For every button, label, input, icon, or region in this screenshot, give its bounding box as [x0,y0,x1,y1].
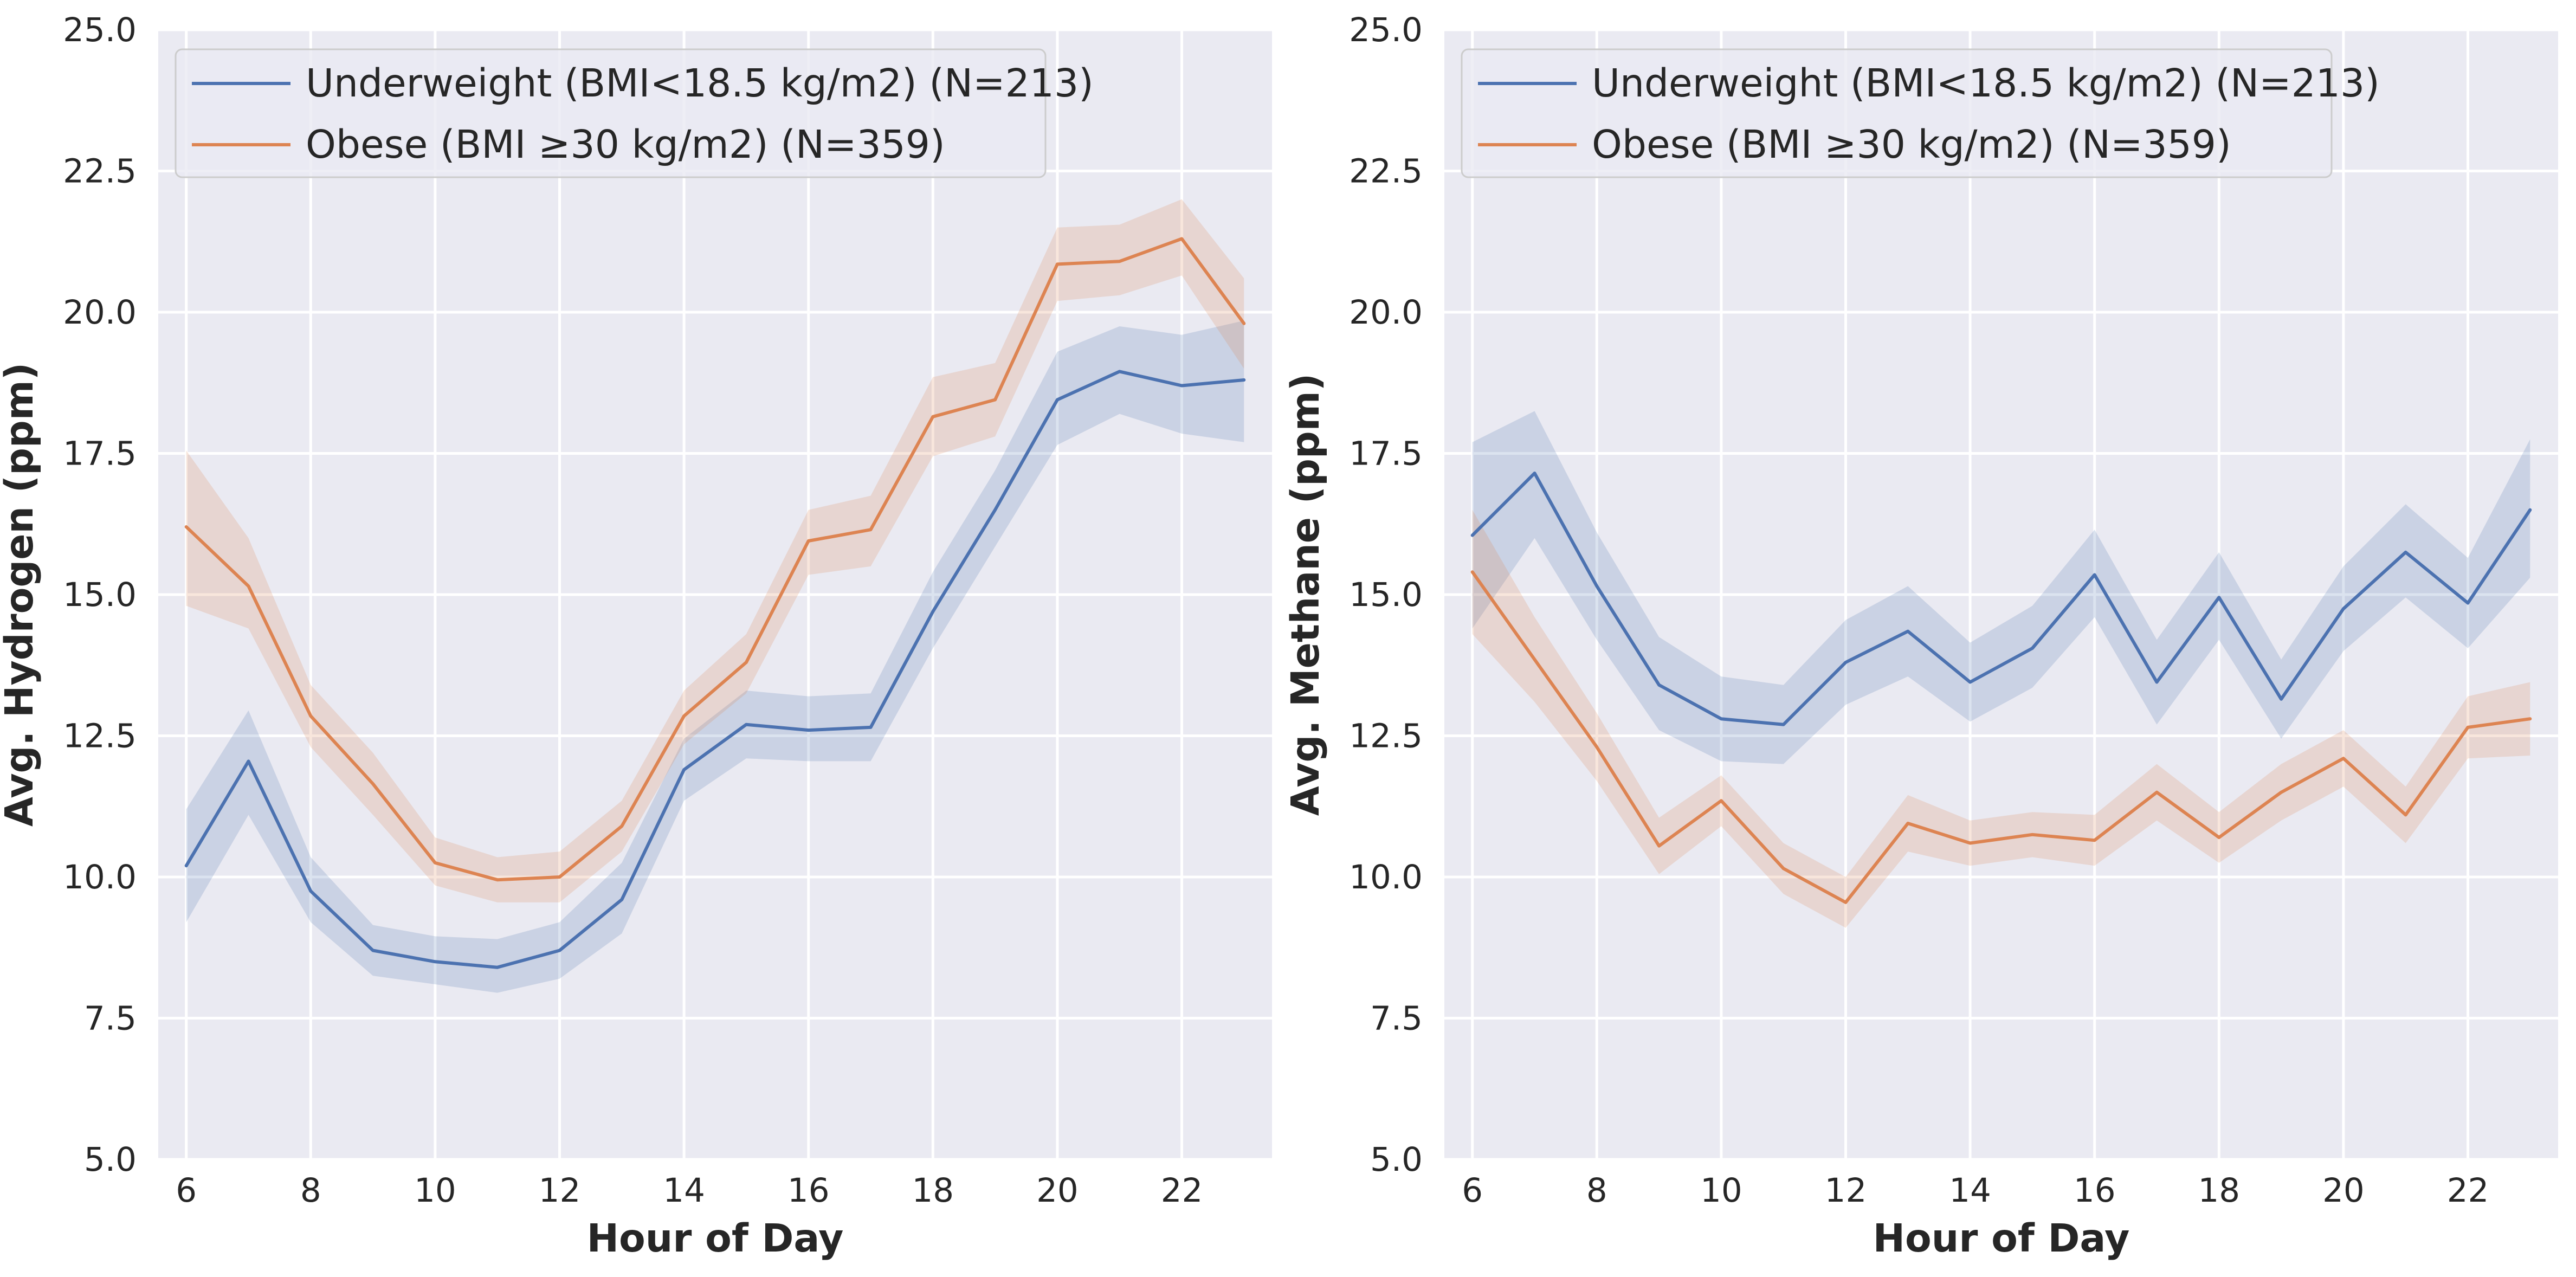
y-tick-label: 12.5 [63,717,137,756]
x-tick-label: 8 [300,1171,321,1210]
x-tick-label: 20 [2322,1171,2365,1210]
x-tick-label: 18 [2198,1171,2241,1210]
y-tick-label: 10.0 [1349,858,1423,897]
y-tick-label: 5.0 [84,1140,137,1179]
x-tick-label: 16 [2074,1171,2116,1210]
y-tick-label: 17.5 [1349,435,1423,473]
confidence-band-series-1 [1472,509,2530,928]
legend-frame [1461,48,2333,178]
legend-label-1: Obese (BMI ≥30 kg/m2) (N=359) [1592,122,2231,167]
confidence-band-series-1 [186,199,1244,902]
x-axis-label: Hour of Day [1873,1216,2130,1261]
legend: Underweight (BMI<18.5 kg/m2) (N=213) Obes… [175,48,1094,178]
y-tick-label: 15.0 [63,576,137,614]
legend-label-1: Obese (BMI ≥30 kg/m2) (N=359) [306,122,945,167]
x-tick-label: 10 [1700,1171,1742,1210]
x-tick-label: 12 [1825,1171,1867,1210]
y-tick-label: 7.5 [84,999,137,1038]
x-tick-label: 16 [787,1171,830,1210]
x-tick-label: 8 [1586,1171,1607,1210]
y-tick-label: 25.0 [1349,11,1423,49]
x-tick-label: 22 [2447,1171,2489,1210]
series-line-1 [184,237,1246,882]
y-axis-label: Avg. Hydrogen (ppm) [0,363,42,827]
y-tick-label: 20.0 [1349,293,1423,332]
legend-label-0: Underweight (BMI<18.5 kg/m2) (N=213) [306,61,1094,106]
x-tick-label: 6 [1462,1171,1483,1210]
methane-chart: 6 8 10 12 14 16 18 20 22 5.0 7.5 10.0 12.5 15.0 17.5 20… [1283,11,2558,1261]
y-tick-label: 15.0 [1349,576,1423,614]
x-tick-label: 22 [1161,1171,1203,1210]
x-tick-label: 12 [539,1171,581,1210]
x-tick-label: 18 [912,1171,954,1210]
y-tick-label: 22.5 [1349,152,1423,191]
x-tick-label: 6 [176,1171,197,1210]
confidence-band-series-0 [186,320,1244,993]
legend-frame [175,48,1047,178]
legend: Underweight (BMI<18.5 kg/m2) (N=213) Obes… [1461,48,2380,178]
y-tick-label: 12.5 [1349,717,1423,756]
series-line-0 [1470,472,2532,726]
y-tick-label: 7.5 [1370,999,1423,1038]
y-tick-label: 5.0 [1370,1140,1423,1179]
y-tick-label: 20.0 [63,293,137,332]
series-line-1 [1470,570,2532,904]
y-tick-label: 25.0 [63,11,137,49]
x-tick-label: 10 [414,1171,456,1210]
y-axis-label: Avg. Methane (ppm) [1283,373,1328,816]
legend-label-0: Underweight (BMI<18.5 kg/m2) (N=213) [1592,61,2380,106]
x-tick-label: 14 [1949,1171,1991,1210]
y-tick-label: 10.0 [63,858,137,897]
y-tick-label: 22.5 [63,152,137,191]
x-axis-label: Hour of Day [587,1216,844,1261]
y-tick-label: 17.5 [63,435,137,473]
hydrogen-chart: 6 8 10 12 14 16 18 20 22 5.0 7.5 10.0 12.5 15.0 17.5 20… [0,11,1272,1261]
x-tick-label: 20 [1036,1171,1079,1210]
x-tick-label: 14 [663,1171,705,1210]
series-line-0 [184,370,1246,969]
